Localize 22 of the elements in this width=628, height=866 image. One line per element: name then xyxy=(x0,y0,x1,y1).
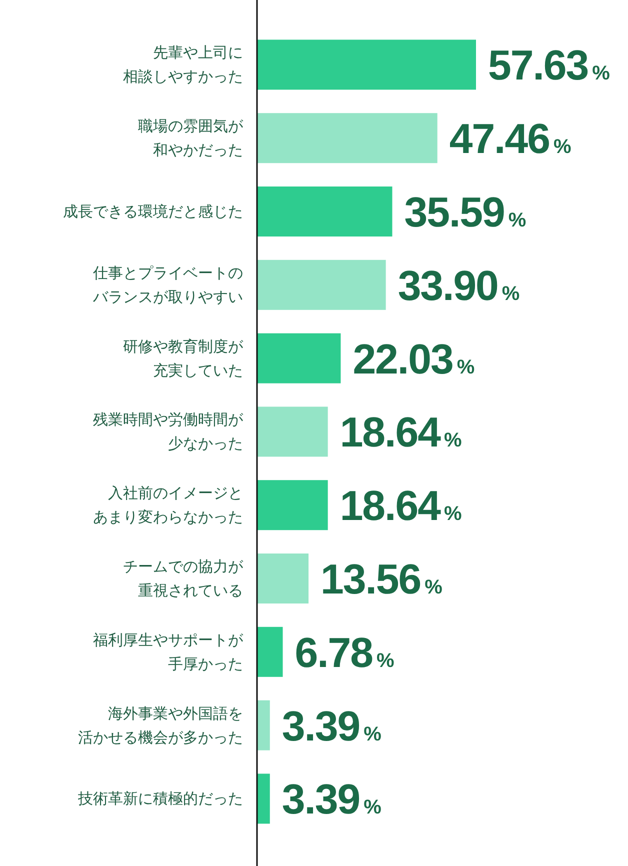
data-label: 13.56% xyxy=(320,556,443,602)
y-tick-label: 先輩や上司に相談しやすかった xyxy=(123,44,243,86)
data-label: 18.64% xyxy=(340,408,462,456)
data-label: 33.90% xyxy=(398,262,520,309)
data-label: 18.64% xyxy=(340,482,462,530)
data-label: 35.59% xyxy=(404,188,526,236)
data-label: 22.03% xyxy=(352,335,475,382)
y-tick-label: 仕事とプライベートのバランスが取りやすい xyxy=(92,264,243,306)
data-label: 57.63% xyxy=(488,42,610,89)
y-tick-label: 研修や教育制度が充実していた xyxy=(123,338,244,380)
data-label: 3.39% xyxy=(282,776,382,823)
y-tick-label: 福利厚生やサポートが手厚かった xyxy=(93,632,244,673)
y-tick-label: 技術革新に積極的だった xyxy=(77,790,243,808)
y-tick-label: 成長できる環境だと感じた xyxy=(63,204,243,220)
y-tick-label: 入社前のイメージとあまり変わらなかった xyxy=(93,485,243,526)
data-label: 3.39% xyxy=(282,702,382,750)
y-tick-label: 残業時間や労働時間が少なかった xyxy=(93,412,244,453)
y-tick-label: チームでの協力が重視されている xyxy=(123,558,244,600)
data-label: 6.78% xyxy=(294,628,395,676)
y-tick-label: 職場の雰囲気が和やかだった xyxy=(138,118,244,160)
y-tick-label: 海外事業や外国語を活かせる機会が多かった xyxy=(78,705,243,746)
data-label: 47.46% xyxy=(449,115,572,162)
